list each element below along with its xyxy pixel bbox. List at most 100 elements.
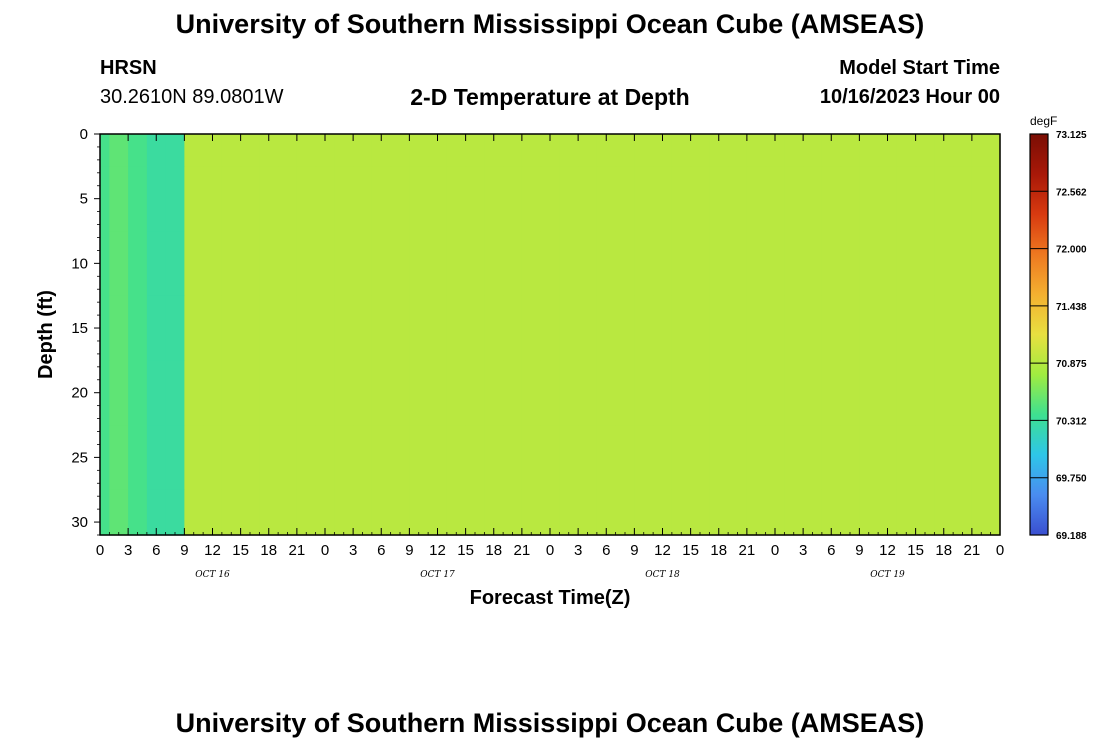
heatmap-cell [100,425,110,491]
heatmap-cell [653,425,673,491]
heatmap-cell [728,489,748,536]
heatmap-cell [934,134,954,167]
heatmap-cell [503,360,523,426]
heatmap-cell [934,295,954,361]
heatmap-cell [503,295,523,361]
heatmap-cell [484,425,504,491]
heatmap-cell [315,134,335,167]
heatmap-cell [221,166,242,232]
heatmap-cell [728,295,748,361]
heatmap-cell [746,166,767,232]
heatmap-cell [915,489,935,536]
x-tick-label: 9 [855,542,863,559]
colorbar-tick-label: 69.188 [1056,531,1087,542]
heatmap-cell [934,231,954,297]
heatmap-cell [990,134,1001,167]
heatmap-cell [446,295,467,361]
heatmap-cell [934,166,954,232]
heatmap-cell [278,360,298,426]
heatmap-cell [165,360,185,426]
heatmap-cell [784,360,804,426]
heatmap-cell [109,425,129,491]
heatmap-cell [690,295,710,361]
heatmap-cell [746,134,767,167]
heatmap-cell [859,360,879,426]
heatmap-cell [146,134,167,167]
heatmap-cell [240,489,260,536]
x-tick-label: 15 [907,542,924,559]
heatmap-cell [540,360,560,426]
colorbar-gradient [1029,133,1049,536]
heatmap-cell [671,295,692,361]
heatmap-cell [259,425,279,491]
heatmap-cell [578,489,598,536]
heatmap-cell [859,295,879,361]
heatmap-cell [521,231,542,297]
heatmap-cell [803,360,823,426]
x-tick-label: 15 [457,542,474,559]
heatmap-cell [878,295,898,361]
heatmap-cell [100,134,110,167]
station-name: HRSN [100,57,157,79]
heatmap-cell [503,166,523,232]
heatmap-cell [296,295,317,361]
x-tick-label: 6 [152,542,160,559]
heatmap-cell [578,360,598,426]
heatmap-cell [128,231,148,297]
heatmap-cell [578,425,598,491]
y-tick-label: 30 [71,514,88,531]
heatmap-cell [503,231,523,297]
x-tick-label: 9 [405,542,413,559]
heatmap-cell [953,489,973,536]
heatmap-cell [690,489,710,536]
heatmap-cell [540,489,560,536]
heatmap-cell [615,425,635,491]
heatmap-cell [221,295,242,361]
heatmap-cell [240,360,260,426]
heatmap-cell [859,231,879,297]
x-tick-label: 0 [546,542,554,559]
heatmap-cell [896,360,917,426]
colorbar-tick-label: 70.875 [1056,359,1087,370]
heatmap-cell [521,425,542,491]
heatmap-cell [596,425,617,491]
heatmap-cell [953,166,973,232]
x-tick-label: 9 [180,542,188,559]
heatmap-cell [100,489,110,536]
heatmap-cell [390,425,410,491]
heatmap-cell [615,231,635,297]
heatmap-cell [465,489,485,536]
heatmap-cell [146,489,167,536]
heatmap-cell [203,425,223,491]
heatmap-cell [484,360,504,426]
model-start-value: 10/16/2023 Hour 00 [819,86,1000,108]
x-tick-label: 12 [204,542,221,559]
heatmap-cell [690,134,710,167]
chart-subtitle: 2-D Temperature at Depth [410,84,690,110]
heatmap-cell [690,360,710,426]
heatmap-cell [878,166,898,232]
heatmap-cell [990,489,1001,536]
heatmap-cell [353,295,373,361]
heatmap-cell [428,134,448,167]
colorbar-tick-label: 70.312 [1056,416,1087,427]
heatmap-cell [821,360,842,426]
heatmap-cell [128,360,148,426]
heatmap-cell [878,134,898,167]
heatmap-cell [840,489,860,536]
x-tick-label: 0 [321,542,329,559]
heatmap-cell [503,425,523,491]
heatmap-cell [915,295,935,361]
heatmap-cell [521,134,542,167]
heatmap-cell [100,231,110,297]
heatmap-cell [259,360,279,426]
heatmap-cell [896,231,917,297]
heatmap-cell [690,231,710,297]
heatmap-cell [184,360,204,426]
heatmap-cell [653,360,673,426]
heatmap-cell [409,231,429,297]
heatmap-cell [728,134,748,167]
heatmap-cell [278,231,298,297]
heatmap-cell [371,425,392,491]
heatmap-cell [821,295,842,361]
